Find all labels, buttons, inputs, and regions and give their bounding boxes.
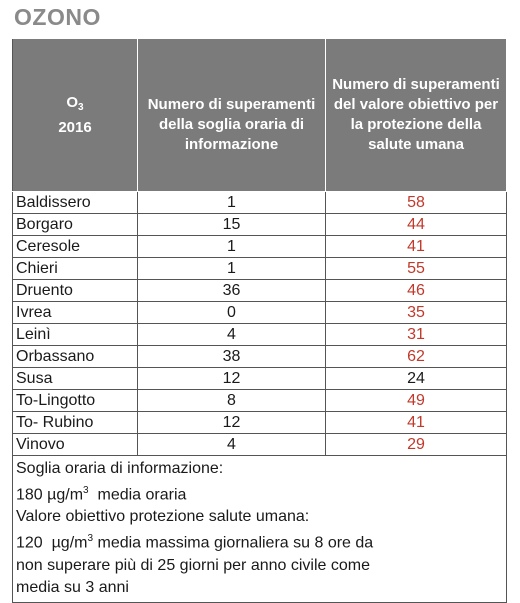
- note-line-4-value: 120 µg/m: [16, 534, 88, 552]
- table-row: Ceresole 1 41: [12, 235, 507, 258]
- station-name: Druento: [12, 279, 138, 302]
- info-threshold-count: 4: [137, 323, 326, 346]
- table-row: To- Rubino 12 41: [12, 411, 507, 434]
- header-o3-subscript: 3: [78, 101, 84, 113]
- station-name: Borgaro: [12, 213, 138, 236]
- note-line-2-text: media oraria: [88, 486, 187, 504]
- info-threshold-count: 1: [137, 257, 326, 280]
- info-threshold-count: 12: [137, 411, 326, 434]
- table-row: Vinovo 4 29: [12, 433, 507, 456]
- note-line-6: media su 3 anni: [16, 578, 129, 596]
- station-name: Ceresole: [12, 235, 138, 258]
- target-value-count: 29: [325, 433, 507, 456]
- note-line-4-exponent: 3: [87, 533, 94, 545]
- note-line-2: 180 µg/m3 media oraria: [16, 480, 503, 506]
- station-name: Chieri: [12, 257, 138, 280]
- target-value-count: 24: [325, 367, 507, 390]
- info-threshold-count: 12: [137, 367, 326, 390]
- table-header-row: O3 2016 Numero di superamenti della sogl…: [12, 38, 507, 192]
- notes-cell: Soglia oraria di informazione: 180 µg/m3…: [12, 455, 507, 603]
- notes-row: Soglia oraria di informazione: 180 µg/m3…: [12, 455, 507, 603]
- target-value-count: 55: [325, 257, 507, 280]
- table-row: Borgaro 15 44: [12, 213, 507, 236]
- ozone-table: O3 2016 Numero di superamenti della sogl…: [12, 38, 507, 603]
- table-row: Baldissero 1 58: [12, 191, 507, 214]
- info-threshold-count: 15: [137, 213, 326, 236]
- header-o3-label: O: [66, 93, 79, 111]
- target-value-count: 31: [325, 323, 507, 346]
- station-name: Vinovo: [12, 433, 138, 456]
- station-name: Susa: [12, 367, 138, 390]
- note-line-2-exponent: 3: [83, 485, 89, 496]
- station-name: Baldissero: [12, 191, 138, 214]
- station-name: To-Lingotto: [12, 389, 138, 412]
- station-name: Leinì: [12, 323, 138, 346]
- info-threshold-count: 0: [137, 301, 326, 324]
- header-target-value: Numero di superamenti del valore obietti…: [325, 38, 507, 192]
- note-line-1: Soglia oraria di informazione:: [16, 460, 224, 477]
- note-line-4: 120 µg/m3 media massima giornaliera su 8…: [16, 528, 503, 554]
- info-threshold-count: 38: [137, 345, 326, 368]
- header-info-threshold: Numero di superamenti della soglia orari…: [137, 38, 326, 192]
- target-value-count: 62: [325, 345, 507, 368]
- info-threshold-count: 36: [137, 279, 326, 302]
- table-row: Ivrea 0 35: [12, 301, 507, 324]
- target-value-count: 58: [325, 191, 507, 214]
- note-line-4-text: media massima giornaliera su 8 ore da: [93, 534, 374, 552]
- info-threshold-count: 4: [137, 433, 326, 456]
- station-name: Ivrea: [12, 301, 138, 324]
- station-name: To- Rubino: [12, 411, 138, 434]
- target-value-count: 41: [325, 235, 507, 258]
- table-row: Chieri 1 55: [12, 257, 507, 280]
- target-value-count: 49: [325, 389, 507, 412]
- target-value-count: 44: [325, 213, 507, 236]
- info-threshold-count: 1: [137, 235, 326, 258]
- header-o3-year: O3 2016: [12, 38, 138, 192]
- table-row: Susa 12 24: [12, 367, 507, 390]
- note-line-5: non superare più di 25 giorni per anno c…: [16, 556, 370, 574]
- station-name: Orbassano: [12, 345, 138, 368]
- table-row: To-Lingotto 8 49: [12, 389, 507, 412]
- target-value-count: 41: [325, 411, 507, 434]
- note-line-2-value: 180 µg/m: [16, 486, 84, 504]
- info-threshold-count: 1: [137, 191, 326, 214]
- table-body: Baldissero 1 58 Borgaro 15 44 Ceresole 1 41 Chier…: [12, 191, 507, 456]
- note-line-3: Valore obiettivo protezione salute umana…: [16, 508, 310, 526]
- table-row: Leinì 4 31: [12, 323, 507, 346]
- table-row: Druento 36 46: [12, 279, 507, 302]
- target-value-count: 46: [325, 279, 507, 302]
- target-value-count: 35: [325, 301, 507, 324]
- page-title: OZONO: [14, 4, 101, 30]
- header-year: 2016: [58, 118, 92, 136]
- table-row: Orbassano 38 62: [12, 345, 507, 368]
- info-threshold-count: 8: [137, 389, 326, 412]
